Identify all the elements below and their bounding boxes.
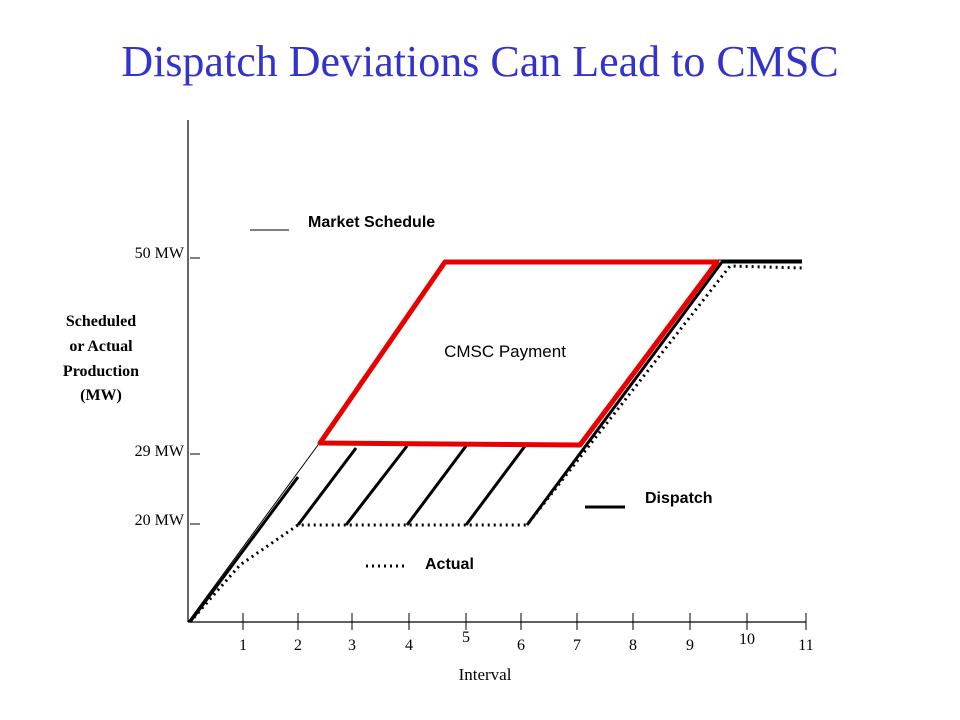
cmsc-payment-outline (317, 259, 720, 448)
y-tick-label-29: 29 MW (135, 443, 185, 460)
market-schedule-line (187, 259, 802, 623)
page-title: Dispatch Deviations Can Lead to CMSC (121, 37, 839, 86)
x-tick-label-8: 8 (629, 637, 637, 654)
y-tick-label-50: 50 MW (135, 245, 185, 262)
x-tick-label-6: 6 (517, 637, 525, 654)
dispatch-segment (405, 445, 468, 526)
x-axis-title: Interval (459, 665, 512, 684)
legend-dispatch-label: Dispatch (645, 490, 713, 507)
dispatch-segment (344, 445, 409, 526)
legend-market-schedule-label: Market Schedule (308, 214, 435, 231)
dispatch-segment (464, 445, 527, 526)
dispatch-segment (525, 260, 802, 526)
dispatch-segment (188, 476, 300, 623)
cmsc-payment-label: CMSC Payment (444, 342, 566, 361)
x-tick-label-2: 2 (294, 637, 302, 654)
x-tick-label-4: 4 (405, 637, 413, 654)
x-tick-label-3: 3 (348, 637, 356, 654)
x-axis-ticks: 1 2 3 4 5 6 7 8 9 10 11 (239, 613, 814, 654)
legend-actual-label: Actual (425, 556, 474, 573)
y-axis-title-line-4: (MW) (80, 387, 122, 404)
x-tick-label-10: 10 (739, 631, 755, 648)
dispatch-lines (188, 260, 802, 623)
x-tick-label-1: 1 (239, 637, 247, 654)
y-axis-title: Scheduled or Actual Production (MW) (63, 313, 139, 404)
x-tick-label-9: 9 (686, 637, 694, 654)
y-axis-title-line-3: Production (63, 363, 139, 380)
dispatch-segment (296, 447, 358, 526)
x-tick-label-5: 5 (462, 629, 470, 646)
y-axis-title-line-1: Scheduled (66, 313, 136, 330)
y-axis-title-line-2: or Actual (69, 338, 133, 355)
x-tick-label-11: 11 (798, 637, 813, 654)
x-tick-label-7: 7 (573, 637, 581, 654)
y-tick-label-20: 20 MW (135, 512, 185, 529)
